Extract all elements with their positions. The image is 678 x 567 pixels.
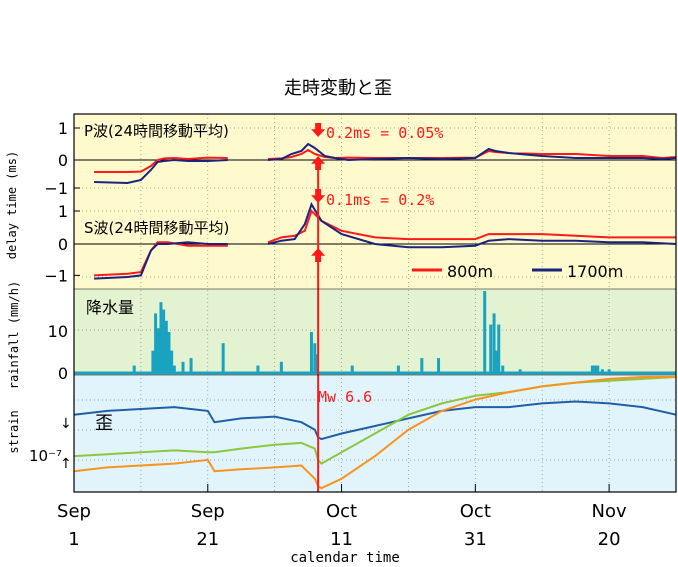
rainfall-bar xyxy=(164,320,168,373)
scale-arrow-up: ↑ xyxy=(60,456,72,472)
rainfall-bar xyxy=(189,358,193,373)
x-tick-month: Oct xyxy=(460,501,491,522)
rainfall-bar xyxy=(518,369,522,373)
legend-label: 800m xyxy=(447,262,493,281)
earthquake-label: Mw 6.6 xyxy=(318,388,372,406)
rainfall-bar xyxy=(132,365,136,373)
rainfall-bar xyxy=(489,324,493,373)
delay-time-label: delay time (ms) xyxy=(5,151,19,259)
y-tick-label: 1 xyxy=(58,119,68,138)
rainfall-bar xyxy=(172,365,176,373)
rainfall-bar xyxy=(497,324,501,373)
rainfall-bar xyxy=(170,350,174,373)
y-tick-label: −1 xyxy=(44,179,68,198)
x-tick-month: Sep xyxy=(191,501,225,522)
x-axis: Sep 1 Sep 21 Oct 11 Oct 31 Nov 20 xyxy=(57,484,627,550)
strain-scale-bar: ↓ 10⁻⁷ ↑ xyxy=(29,416,72,472)
delay-series-line xyxy=(94,209,676,277)
earthquake-marker xyxy=(311,123,326,492)
rainfall-bar xyxy=(483,291,487,373)
y-tick-label: 1 xyxy=(58,202,68,221)
x-tick-month: Sep xyxy=(57,501,91,522)
y-tick-label: 0 xyxy=(58,151,68,170)
x-tick-date: 1 xyxy=(68,529,79,550)
rainfall-bar xyxy=(607,369,611,373)
rainfall-bar xyxy=(396,365,400,373)
x-tick-date: 21 xyxy=(196,529,219,550)
strain-axis-label: strain xyxy=(7,410,21,453)
delay-time-axis-label: delay time (ms) xyxy=(5,151,19,259)
rainfall-bar xyxy=(495,350,499,373)
rainfall-bar xyxy=(256,365,260,373)
rainfall-bar xyxy=(151,350,155,373)
strain-label: 歪 xyxy=(95,413,113,434)
rainfall-bar xyxy=(167,332,171,373)
s-wave-label: S波(24時間移動平均) xyxy=(84,219,229,237)
rainfall-axis-label: rainfall (mm/h) xyxy=(7,281,21,389)
y-tick-label: −1 xyxy=(44,266,68,285)
rainfall-bar xyxy=(420,358,424,373)
chart-title: 走時変動と歪 xyxy=(284,78,392,99)
y-tick-label: 0 xyxy=(58,235,68,254)
x-tick-month: Oct xyxy=(326,501,357,522)
rainfall-panel xyxy=(74,289,676,375)
x-tick-month: Nov xyxy=(592,501,627,522)
p-wave-annotation: 0.2ms = 0.05% xyxy=(326,124,443,142)
y-tick-label: 10 xyxy=(48,322,68,341)
x-tick-date: 31 xyxy=(464,529,487,550)
strain-series-line xyxy=(73,376,676,490)
delay-series-line xyxy=(94,202,677,280)
rainfall-bar xyxy=(159,302,163,373)
rainfall-bar xyxy=(596,365,600,373)
rainfall-bar xyxy=(279,361,283,373)
arrow-down-icon xyxy=(311,189,326,203)
legend: 800m 1700m xyxy=(412,262,623,281)
rainfall-bar xyxy=(309,332,313,373)
delay-series-line xyxy=(94,142,677,185)
arrow-up-icon xyxy=(311,156,326,170)
x-tick-date: 11 xyxy=(330,529,353,550)
rainfall-bar xyxy=(593,365,597,373)
rainfall-bar xyxy=(590,365,594,373)
x-tick-date: 20 xyxy=(598,529,621,550)
rainfall-bar xyxy=(154,313,158,373)
scale-value: 10⁻⁷ xyxy=(29,447,62,465)
rainfall-bar xyxy=(181,361,185,373)
arrow-down-icon xyxy=(311,123,326,137)
p-wave-label: P波(24時間移動平均) xyxy=(84,122,229,140)
arrow-up-icon xyxy=(311,248,326,262)
legend-label: 1700m xyxy=(567,262,623,281)
strain-series-line xyxy=(73,400,677,441)
rainfall-bar xyxy=(492,313,496,373)
rainfall-bar xyxy=(162,309,166,373)
rainfall-bar xyxy=(437,358,441,373)
rainfall-bar xyxy=(600,369,604,373)
rainfall-bar xyxy=(221,343,225,373)
rainfall-label: 降水量 xyxy=(86,298,134,317)
y-tick-label: 0 xyxy=(58,364,68,383)
series-layer xyxy=(73,142,677,490)
s-wave-annotation: 0.1ms = 0.2% xyxy=(326,191,434,209)
rainfall-bar xyxy=(501,365,505,373)
rainfall-bar xyxy=(313,343,317,373)
scale-arrow-down: ↓ xyxy=(60,416,72,432)
rainfall-bar xyxy=(350,365,354,373)
x-axis-label: calendar time xyxy=(290,550,400,566)
rainfall-bars xyxy=(74,291,676,375)
plot-frame xyxy=(73,113,677,493)
rainfall-bar xyxy=(156,328,160,373)
grid xyxy=(73,114,677,492)
